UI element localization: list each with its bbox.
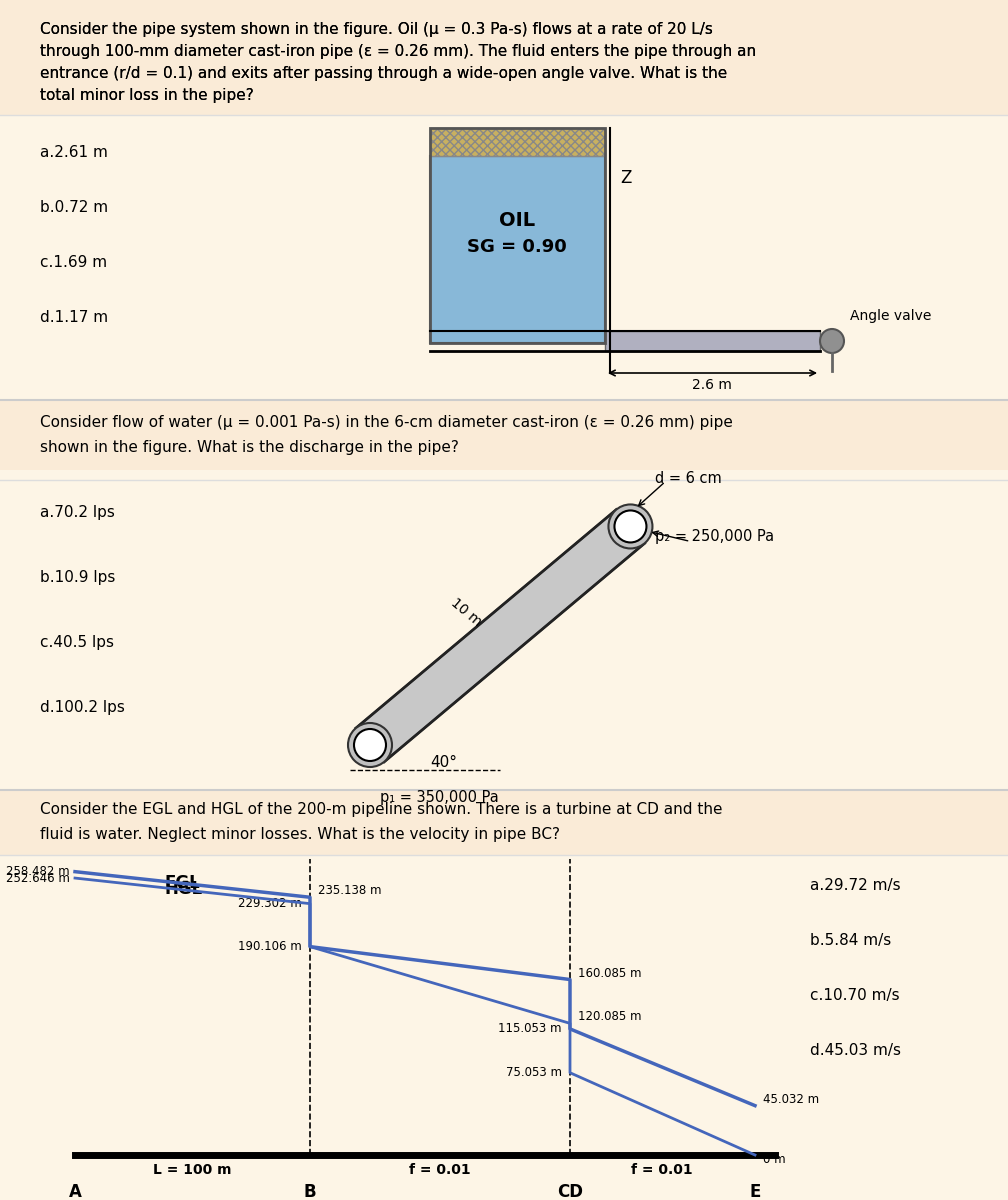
Text: EGL: EGL — [165, 874, 201, 892]
Text: 1: 1 — [365, 738, 375, 752]
Text: Consider the EGL and HGL of the 200-m pipeline shown. There is a turbine at CD a: Consider the EGL and HGL of the 200-m pi… — [40, 802, 723, 817]
Text: 190.106 m: 190.106 m — [238, 940, 302, 953]
Bar — [0, 0, 1008, 115]
Text: A: A — [69, 1183, 82, 1200]
Text: 45.032 m: 45.032 m — [763, 1093, 820, 1105]
Text: L = 100 m: L = 100 m — [153, 1163, 231, 1177]
Text: E: E — [749, 1183, 761, 1200]
Bar — [430, 128, 605, 343]
Text: d.1.17 m: d.1.17 m — [40, 310, 108, 325]
Text: total minor loss in the pipe?: total minor loss in the pipe? — [40, 88, 254, 103]
Bar — [605, 331, 820, 350]
Text: entrance (r/d = 0.1) and exits after passing through a wide-open angle valve. Wh: entrance (r/d = 0.1) and exits after pas… — [40, 66, 727, 80]
Text: a.29.72 m/s: a.29.72 m/s — [810, 878, 900, 893]
Text: 252.646 m: 252.646 m — [6, 871, 70, 884]
Text: 258.482 m: 258.482 m — [6, 865, 70, 878]
Circle shape — [820, 329, 844, 353]
Text: 2: 2 — [626, 520, 635, 534]
Text: SG = 0.90: SG = 0.90 — [467, 238, 566, 256]
Text: a.2.61 m: a.2.61 m — [40, 145, 108, 160]
Circle shape — [348, 722, 392, 767]
Text: b.0.72 m: b.0.72 m — [40, 200, 108, 215]
Text: 75.053 m: 75.053 m — [506, 1067, 562, 1079]
Text: entrance (r/d = 0.1) and exits after passing through a wide-open angle valve. Wh: entrance (r/d = 0.1) and exits after pas… — [40, 66, 727, 80]
Text: c.10.70 m/s: c.10.70 m/s — [810, 988, 899, 1003]
Text: 115.053 m: 115.053 m — [499, 1022, 562, 1036]
Text: through 100-mm diameter cast-iron pipe (ε = 0.26 mm). The fluid enters the pipe : through 100-mm diameter cast-iron pipe (… — [40, 44, 756, 59]
Text: f = 0.01: f = 0.01 — [409, 1163, 471, 1177]
Text: p₁ = 350,000 Pa: p₁ = 350,000 Pa — [380, 790, 499, 805]
Circle shape — [354, 728, 386, 761]
Text: 120.085 m: 120.085 m — [578, 1010, 641, 1024]
Text: p₂ = 250,000 Pa: p₂ = 250,000 Pa — [655, 529, 774, 544]
Text: 0 m: 0 m — [763, 1153, 785, 1166]
Circle shape — [615, 510, 646, 542]
Text: 40°: 40° — [430, 755, 457, 770]
Text: OIL: OIL — [499, 210, 535, 229]
Text: d = 6 cm: d = 6 cm — [655, 472, 722, 486]
Circle shape — [609, 504, 652, 548]
Text: total minor loss in the pipe?: total minor loss in the pipe? — [40, 88, 254, 103]
Text: through 100-mm diameter cast-iron pipe (ε = 0.26 mm). The fluid enters the pipe : through 100-mm diameter cast-iron pipe (… — [40, 44, 756, 59]
Text: Consider the pipe system shown in the figure. Oil (μ = 0.3 Pa-s) flows at a rate: Consider the pipe system shown in the fi… — [40, 22, 713, 37]
Text: d.45.03 m/s: d.45.03 m/s — [810, 1043, 901, 1058]
Polygon shape — [356, 510, 644, 762]
Text: Consider the pipe system shown in the figure. Oil (μ = 0.3 Pa-s) flows at a rate: Consider the pipe system shown in the fi… — [40, 22, 713, 37]
Text: 229.302 m: 229.302 m — [238, 898, 302, 910]
Text: 2.6 m: 2.6 m — [692, 378, 732, 392]
Text: HGL: HGL — [165, 880, 204, 898]
Text: d.100.2 lps: d.100.2 lps — [40, 700, 125, 715]
Text: b.5.84 m/s: b.5.84 m/s — [810, 934, 891, 948]
Text: f = 0.01: f = 0.01 — [631, 1163, 692, 1177]
Text: fluid is water. Neglect minor losses. What is the velocity in pipe BC?: fluid is water. Neglect minor losses. Wh… — [40, 827, 560, 842]
Text: b.10.9 lps: b.10.9 lps — [40, 570, 115, 584]
Text: a.70.2 lps: a.70.2 lps — [40, 505, 115, 520]
Bar — [430, 128, 605, 156]
Text: Angle valve: Angle valve — [850, 308, 931, 323]
Bar — [0, 400, 1008, 470]
Text: 160.085 m: 160.085 m — [578, 966, 641, 979]
Bar — [430, 156, 605, 343]
Text: shown in the figure. What is the discharge in the pipe?: shown in the figure. What is the dischar… — [40, 440, 459, 455]
Text: B: B — [303, 1183, 317, 1200]
Text: 10 m: 10 m — [448, 596, 484, 630]
Text: c.40.5 lps: c.40.5 lps — [40, 635, 114, 650]
Text: CD: CD — [557, 1183, 583, 1200]
Text: c.1.69 m: c.1.69 m — [40, 254, 107, 270]
Bar — [0, 790, 1008, 854]
Text: Z: Z — [620, 169, 631, 187]
Text: 235.138 m: 235.138 m — [318, 884, 381, 898]
Text: Consider flow of water (μ = 0.001 Pa-s) in the 6-cm diameter cast-iron (ε = 0.26: Consider flow of water (μ = 0.001 Pa-s) … — [40, 415, 733, 430]
